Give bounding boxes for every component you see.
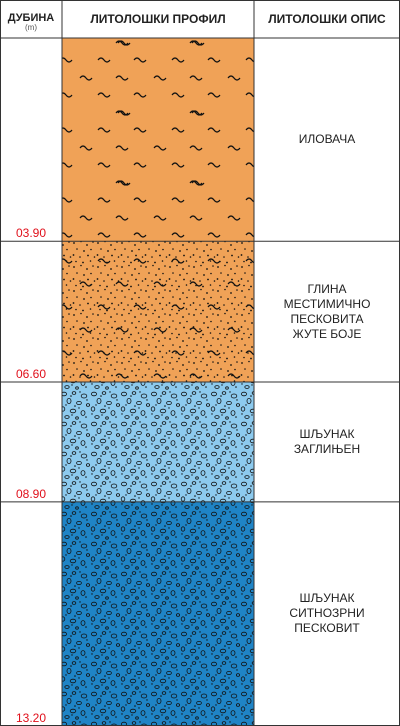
description-line: ИЛОВАЧА — [298, 132, 356, 147]
layer-4-gravel — [62, 501, 254, 726]
layer-2-description: ГЛИНА МЕСТИМИЧНО ПЕСКОВИТА ЖУТЕ БОЈЕ — [254, 241, 400, 382]
description-header: ЛИТОЛОШКИ ОПИС — [268, 12, 386, 26]
profile-header: ЛИТОЛОШКИ ПРОФИЛ — [90, 12, 226, 26]
description-line: СИТНОЗРНИ — [289, 606, 365, 621]
depth-header-unit: (m) — [25, 23, 37, 32]
layer-1-pattern — [62, 38, 254, 242]
depth-label-3: 08.90 — [15, 486, 47, 501]
description-line: ГЛИНА — [307, 281, 347, 296]
layer-1-description: ИЛОВАЧА — [254, 38, 400, 241]
layer-3-description: ШЉУНАК ЗАГЛИЊЕН — [254, 382, 400, 502]
description-line: ПЕСКОВИТ — [294, 621, 360, 636]
layer-4-description: ШЉУНАК СИТНОЗРНИ ПЕСКОВИТ — [254, 502, 400, 726]
description-line: ЖУТЕ БОЈЕ — [292, 326, 362, 341]
layer-3-gravel — [62, 382, 254, 502]
description-line: ШЉУНАК — [299, 426, 355, 441]
description-line: ЗАГЛИЊЕН — [293, 441, 361, 456]
depth-header: ДУБИНА (m) — [0, 0, 62, 38]
depth-label-4: 13.20 — [15, 711, 47, 725]
depth-header-title: ДУБИНА — [7, 12, 55, 24]
description-line: ШЉУНАК — [299, 591, 355, 606]
description-line: МЕСТИМИЧНО — [283, 296, 371, 311]
layer-2-tilde — [62, 241, 254, 382]
depth-label-2: 06.60 — [15, 367, 47, 381]
description-line: ПЕСКОВИТА — [290, 311, 364, 326]
depth-label-1: 03.90 — [15, 226, 47, 241]
